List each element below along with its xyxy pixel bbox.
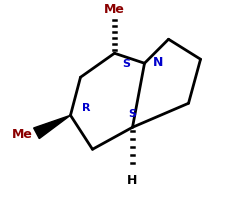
Text: H: H [127,173,138,186]
Text: R: R [82,103,91,113]
Text: N: N [153,55,163,68]
Text: S: S [122,59,131,69]
Polygon shape [34,116,70,139]
Text: S: S [128,109,136,119]
Text: Me: Me [104,3,125,16]
Text: Me: Me [12,127,33,140]
